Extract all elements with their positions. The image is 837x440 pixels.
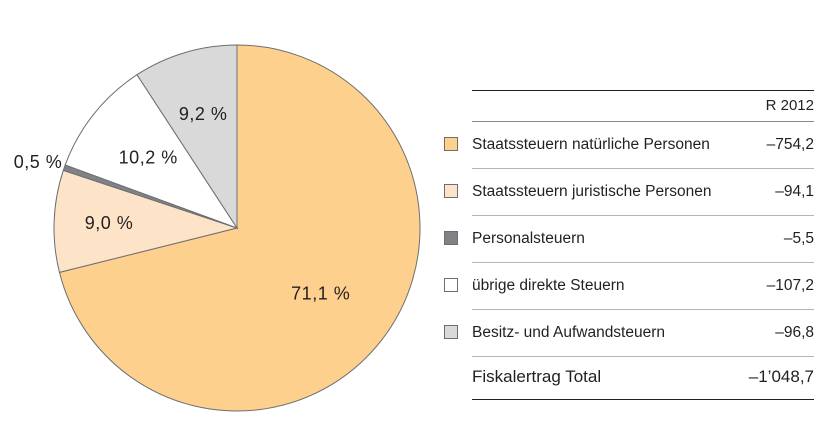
- legend-row-besitz-aufwandsteuern: Besitz- und Aufwandsteuern –96,8: [444, 310, 814, 357]
- legend-value: –94,1: [775, 183, 814, 200]
- legend-value: –5,5: [783, 230, 814, 247]
- label-uebrige-direkte-steuern: 10,2 %: [119, 147, 178, 167]
- legend-swatch: [444, 137, 458, 151]
- legend-row-natuerliche-personen: Staatssteuern natürliche Personen –754,2: [444, 122, 814, 169]
- legend-row-uebrige-direkte-steuern: übrige direkte Steuern –107,2: [444, 263, 814, 310]
- label-besitz-aufwandsteuern: 9,2 %: [179, 104, 228, 124]
- table-top-rule: [472, 90, 814, 91]
- legend-label: Besitz- und Aufwandsteuern: [472, 324, 666, 341]
- total-value: –1’048,7: [748, 367, 814, 386]
- legend-swatch: [444, 278, 458, 292]
- total-row: Fiskalertrag Total –1’048,7: [472, 357, 814, 400]
- label-juristische-personen: 9,0 %: [85, 213, 134, 233]
- legend-swatch: [444, 325, 458, 339]
- slice-uebrige-direkte-steuern: [64, 74, 239, 229]
- label-natuerliche-personen: 71,1 %: [291, 283, 350, 303]
- pie-chart: 71,1 % 9,0 % 0,5 % 10,2 % 9,2 %: [14, 44, 421, 412]
- legend-row-juristische-personen: Staatssteuern juristische Personen –94,1: [444, 169, 814, 216]
- total-label: Fiskalertrag Total: [472, 367, 602, 386]
- slice-besitz-aufwandsteuern: [136, 44, 238, 230]
- legend-row-personalsteuern: Personalsteuern –5,5: [444, 216, 814, 263]
- slice-juristische-personen: [53, 169, 239, 274]
- slice-natuerliche-personen: [58, 44, 421, 412]
- column-header: R 2012: [472, 91, 814, 122]
- legend-value: –754,2: [766, 136, 814, 153]
- pie-slices: [53, 44, 421, 412]
- legend-label: Personalsteuern: [472, 230, 585, 247]
- legend-value: –107,2: [766, 277, 814, 294]
- legend-swatch: [444, 184, 458, 198]
- pie-labels: 71,1 % 9,0 % 0,5 % 10,2 % 9,2 %: [14, 104, 350, 303]
- legend-label: Staatssteuern natürliche Personen: [472, 136, 710, 153]
- legend-label: Staatssteuern juristische Personen: [472, 183, 712, 200]
- legend-value: –96,8: [775, 324, 814, 341]
- label-personalsteuern: 0,5 %: [14, 152, 63, 172]
- legend-label: übrige direkte Steuern: [472, 277, 625, 294]
- legend-swatch: [444, 231, 458, 245]
- legend-table: R 2012 Staatssteuern natürliche Personen…: [444, 90, 814, 400]
